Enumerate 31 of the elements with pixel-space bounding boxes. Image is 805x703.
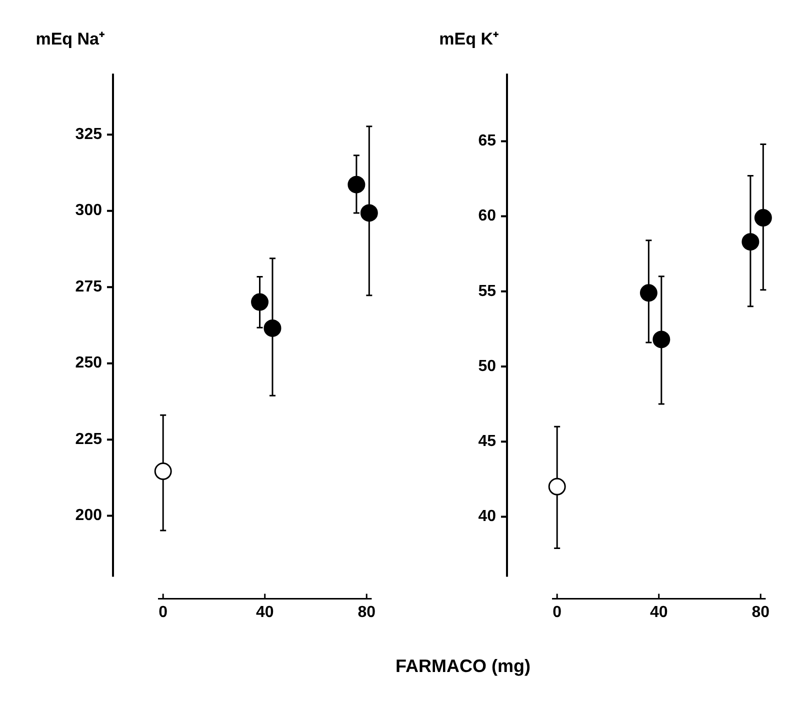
y-tick-label: 55 bbox=[478, 282, 496, 300]
y-tick-label: 275 bbox=[75, 278, 102, 296]
point bbox=[264, 320, 282, 337]
y-tick-label: 250 bbox=[75, 354, 102, 372]
y-tick-label: 200 bbox=[75, 507, 102, 524]
y-tick-label: 50 bbox=[478, 358, 496, 375]
x-axis-title: FARMACO (mg) bbox=[394, 656, 532, 677]
point bbox=[548, 478, 566, 496]
y-axis-title: mEq Na⁺ bbox=[36, 30, 105, 49]
y-tick-label: 225 bbox=[75, 430, 102, 448]
y-tick-label: 300 bbox=[75, 202, 102, 220]
x-tick-label: 80 bbox=[752, 604, 770, 621]
x-tick-label: 40 bbox=[650, 604, 668, 621]
point bbox=[754, 209, 772, 227]
y-tick-label: 65 bbox=[478, 132, 496, 150]
y-tick-label: 325 bbox=[75, 126, 102, 143]
point bbox=[348, 176, 366, 194]
point bbox=[251, 293, 269, 311]
x-tick-label: 80 bbox=[358, 604, 376, 621]
x-tick-label: 0 bbox=[552, 604, 562, 621]
x-tick-label: 0 bbox=[158, 604, 168, 621]
point bbox=[360, 204, 378, 222]
point bbox=[652, 330, 670, 348]
y-tick-label: 60 bbox=[478, 208, 496, 225]
point bbox=[742, 233, 760, 251]
x-tick-label: 40 bbox=[256, 604, 274, 621]
point bbox=[640, 284, 658, 302]
y-axis-title: mEq K⁺ bbox=[439, 30, 499, 49]
point bbox=[154, 462, 172, 480]
y-tick-label: 45 bbox=[478, 433, 496, 450]
y-tick-label: 40 bbox=[478, 508, 496, 526]
